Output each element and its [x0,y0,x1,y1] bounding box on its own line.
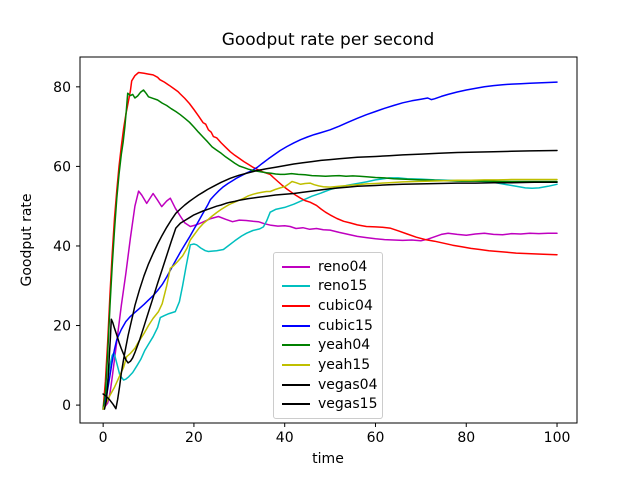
legend: reno04 reno15 cubic04 cubic15 yeah04 yeah15 ve… [273,252,383,419]
x-tick-label: 0 [99,430,108,446]
legend-entry-cubic15: cubic15 [280,317,376,335]
legend-label-reno04: reno04 [318,258,368,275]
y-tick-label: 80 [53,80,71,96]
legend-line-swatch-reno15 [282,285,310,288]
series-line-cubic04 [102,71,558,410]
legend-label-cubic15: cubic15 [318,317,373,334]
series-line-yeah15 [102,178,558,410]
legend-line-swatch-vegas04 [282,383,310,386]
chart-title: Goodput rate per second [222,30,435,50]
y-tick-label: 0 [62,398,71,414]
axes-frame [79,56,578,424]
y-tick-label: 40 [53,239,71,255]
legend-entry-yeah04: yeah04 [280,336,376,354]
legend-entry-reno15: reno15 [280,277,376,295]
x-tick-label: 60 [367,430,385,446]
x-tick-label: 40 [276,430,294,446]
series-line-vegas15 [102,149,558,410]
y-axis-label: Goodput rate [19,193,35,286]
legend-label-vegas15: vegas15 [318,396,378,413]
legend-line-swatch-yeah15 [282,363,310,366]
x-tick-label: 20 [185,430,203,446]
legend-label-cubic04: cubic04 [318,298,373,315]
legend-entry-vegas15: vegas15 [280,395,378,413]
legend-entry-cubic04: cubic04 [280,297,376,315]
series-line-cubic15 [102,81,558,410]
legend-entry-vegas04: vegas04 [280,376,378,394]
legend-label-reno15: reno15 [318,278,368,295]
legend-entry-yeah15: yeah15 [280,356,376,374]
x-tick-label: 80 [457,430,475,446]
legend-line-swatch-yeah04 [282,344,310,347]
series-line-reno04 [102,190,558,410]
y-tick-label: 20 [53,319,71,335]
y-tick-label: 60 [53,159,71,175]
legend-label-yeah04: yeah04 [318,337,371,354]
series-line-vegas04 [103,181,558,410]
x-axis-label: time [312,451,344,467]
legend-label-vegas04: vegas04 [318,376,378,393]
legend-entry-reno04: reno04 [280,258,376,276]
legend-line-swatch-vegas15 [282,403,310,406]
legend-line-swatch-cubic15 [282,324,310,327]
legend-line-swatch-reno04 [282,265,310,268]
x-tick-label: 100 [544,430,571,446]
series-line-yeah04 [102,89,558,410]
legend-line-swatch-cubic04 [282,305,310,308]
legend-label-yeah15: yeah15 [318,356,371,373]
